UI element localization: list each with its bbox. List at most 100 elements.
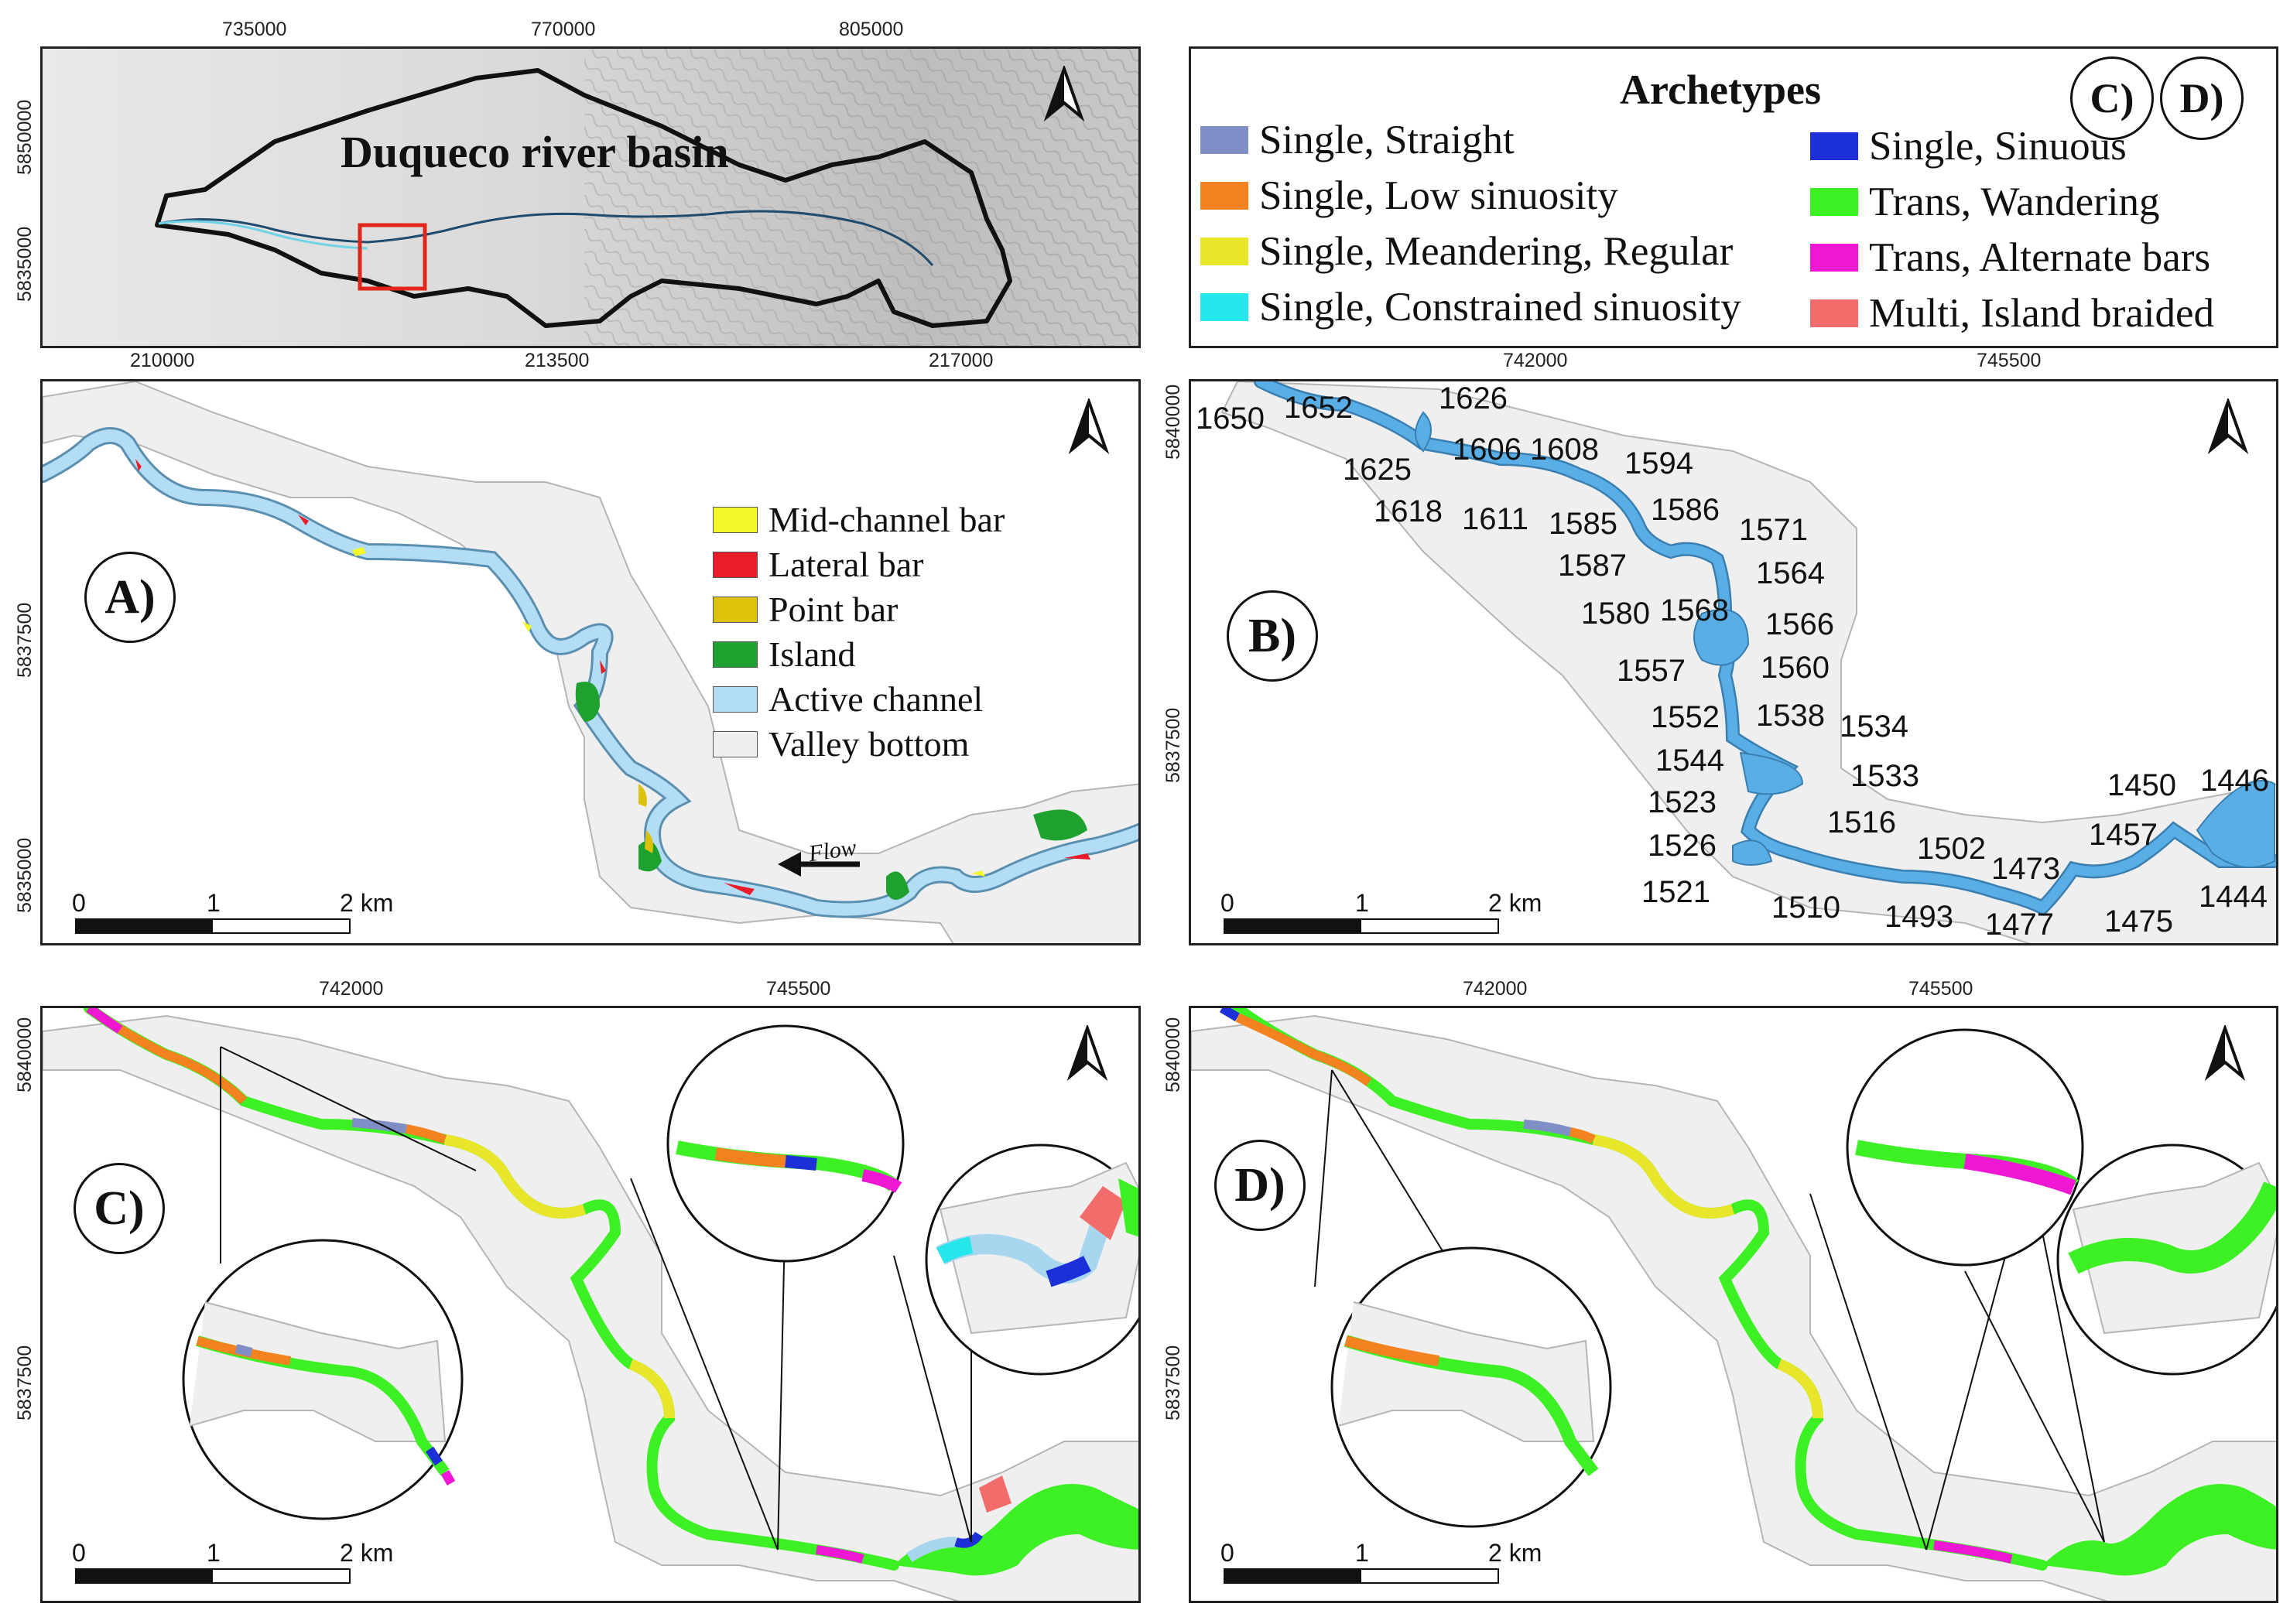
segment-sinuous bbox=[1219, 1008, 1241, 1022]
zoom-inset-3 bbox=[2056, 1144, 2276, 1376]
scale-label: 2 km bbox=[1488, 1539, 1542, 1567]
flow-arrow-icon bbox=[778, 852, 860, 877]
overview-hillshade bbox=[43, 49, 1138, 346]
cross-section-label: 1526 bbox=[1648, 829, 1717, 863]
legend-item: Island bbox=[713, 634, 855, 675]
cross-section-label: 1585 bbox=[1549, 507, 1617, 541]
cross-section-label: 1544 bbox=[1655, 744, 1724, 778]
panel-b-y-tick: 5837500 bbox=[1162, 707, 1184, 783]
cross-section-label: 1521 bbox=[1641, 875, 1710, 909]
legend-item: Trans, Alternate bars bbox=[1810, 234, 2210, 281]
panel-a-map: A) Mid-channel bar Lateral bar Point bar… bbox=[40, 379, 1141, 945]
legend-swatch bbox=[1200, 182, 1248, 210]
panel-d-geometry bbox=[1191, 1008, 2276, 1601]
cross-section-label: 1626 bbox=[1439, 381, 1508, 415]
scale-bar-black bbox=[75, 1568, 214, 1584]
legend-label: Trans, Wandering bbox=[1869, 179, 2160, 224]
overview-x-tick: 770000 bbox=[531, 19, 596, 40]
panel-letter-c: C) bbox=[74, 1163, 165, 1254]
cross-section-label: 1473 bbox=[1991, 852, 2060, 886]
duqueco-river-line bbox=[158, 210, 934, 266]
legend-item: Single, Constrained sinuosity bbox=[1200, 284, 1741, 330]
legend-item: Single, Sinuous bbox=[1810, 123, 2127, 169]
scale-label: 0 bbox=[1220, 889, 1234, 917]
scale-bar-black bbox=[75, 918, 214, 934]
cross-section-label: 1502 bbox=[1917, 832, 1986, 866]
lateral-bar bbox=[1064, 853, 1090, 860]
cross-section-label: 1552 bbox=[1651, 700, 1720, 734]
north-arrow-icon bbox=[1043, 66, 1085, 121]
legend-label: Lateral bar bbox=[768, 545, 924, 584]
scale-label: 2 km bbox=[340, 889, 394, 917]
legend-title: Archetypes bbox=[1620, 67, 1821, 113]
legend-swatch bbox=[1810, 132, 1858, 160]
cross-section-label: 1594 bbox=[1624, 446, 1693, 480]
panel-d-x-tick: 742000 bbox=[1463, 978, 1528, 1000]
scale-label: 0 bbox=[72, 889, 86, 917]
legend-swatch bbox=[713, 596, 758, 623]
panel-d-y-tick: 5840000 bbox=[1162, 1017, 1184, 1092]
segment-sinuous bbox=[954, 1531, 984, 1548]
panel-a-y-tick: 5837500 bbox=[14, 602, 36, 678]
segment-meandering bbox=[1592, 1134, 1735, 1219]
segment-low-sinuosity bbox=[1235, 1013, 1372, 1086]
legend-swatch bbox=[1200, 126, 1248, 154]
panel-b-geometry bbox=[1220, 381, 2276, 943]
legend-label: Trans, Alternate bars bbox=[1869, 235, 2211, 280]
segment-meandering bbox=[628, 1359, 675, 1419]
zoom-inset-3 bbox=[925, 1144, 1138, 1376]
legend-swatch bbox=[1810, 244, 1858, 272]
legend-label: Single, Low sinuosity bbox=[1259, 173, 1618, 218]
north-arrow-icon bbox=[1066, 1025, 1108, 1081]
legend-item: Multi, Island braided bbox=[1810, 290, 2214, 337]
segment-alternate-bars bbox=[86, 1008, 123, 1034]
north-arrow-icon bbox=[2204, 1025, 2246, 1081]
island bbox=[638, 840, 662, 872]
cross-section-label: 1566 bbox=[1765, 607, 1834, 641]
segment-alternate-bars bbox=[816, 1545, 864, 1564]
panel-letter-a: A) bbox=[84, 552, 176, 643]
legend-label: Multi, Island braided bbox=[1869, 291, 2214, 336]
cross-section-label: 1611 bbox=[1462, 502, 1529, 536]
cross-section-label: 1564 bbox=[1756, 556, 1825, 590]
cross-section-polygons bbox=[1254, 381, 2276, 916]
overview-x-tick-bottom: 217000 bbox=[929, 350, 994, 371]
cross-section-label: 1493 bbox=[1884, 900, 1953, 934]
basin-outline bbox=[155, 68, 1012, 328]
scale-bar-black bbox=[1224, 918, 1363, 934]
legend-label: Island bbox=[768, 634, 856, 674]
legend-swatch bbox=[1200, 293, 1248, 321]
north-arrow-icon bbox=[1068, 398, 1110, 454]
wandering-reach bbox=[2042, 1484, 2276, 1576]
scale-label: 0 bbox=[72, 1539, 86, 1567]
cross-section-label: 1608 bbox=[1530, 432, 1599, 467]
panel-b-map: B) 1650 1652 1626 1625 1606 1608 1594 16… bbox=[1189, 379, 2278, 945]
island bbox=[886, 871, 909, 900]
cross-section-label: 1587 bbox=[1558, 549, 1627, 583]
segment-low-sinuosity bbox=[405, 1124, 447, 1144]
legend-swatch bbox=[1810, 299, 1858, 327]
legend-item: Valley bottom bbox=[713, 723, 969, 764]
scale-bar-white bbox=[1360, 918, 1499, 934]
legend-item: Point bar bbox=[713, 589, 898, 630]
wandering-reach bbox=[894, 1484, 1138, 1576]
cross-section-label: 1475 bbox=[2104, 904, 2173, 939]
lateral-bar bbox=[135, 459, 142, 471]
segment-alternate-bars bbox=[1933, 1540, 2013, 1564]
badge-c: C) bbox=[2070, 56, 2154, 140]
legend-item: Single, Straight bbox=[1200, 117, 1515, 163]
overview-y-tick: 5850000 bbox=[14, 99, 36, 175]
cross-section-label: 1457 bbox=[2089, 818, 2158, 852]
panel-c-y-tick: 5837500 bbox=[14, 1345, 36, 1421]
legend-label: Active channel bbox=[768, 679, 984, 719]
panel-d-x-tick: 745500 bbox=[1908, 978, 1973, 1000]
segment-straight bbox=[351, 1118, 407, 1133]
point-bar bbox=[638, 784, 647, 807]
mid-channel-bar bbox=[522, 621, 532, 632]
legend-item: Single, Meandering, Regular bbox=[1200, 228, 1733, 275]
valley-bottom bbox=[43, 381, 1138, 943]
scale-label: 1 bbox=[207, 1539, 221, 1567]
panel-b-x-tick: 742000 bbox=[1503, 350, 1568, 371]
overview-map: Duqueco river basin bbox=[40, 46, 1141, 348]
scale-label: 0 bbox=[1220, 1539, 1234, 1567]
